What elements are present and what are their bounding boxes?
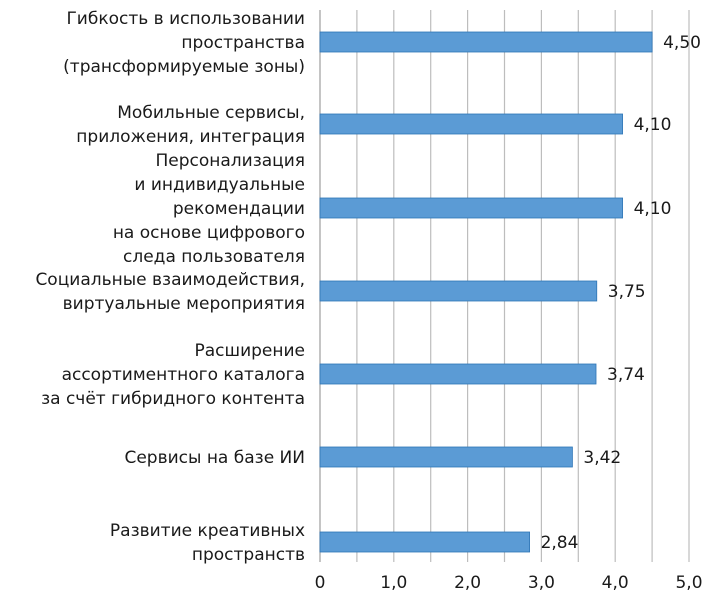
value-label-1: 4,50 bbox=[663, 33, 701, 53]
value-label-6: 3,42 bbox=[583, 448, 621, 468]
value-labels: 4,50 4,10 4,10 3,75 3,74 3,42 2,84 bbox=[541, 33, 701, 553]
category-labels: Гибкость в использовании пространства (тра… bbox=[35, 9, 305, 565]
bar-2 bbox=[319, 113, 623, 135]
value-label-4: 3,75 bbox=[608, 282, 646, 302]
x-tick-label-0: 0 bbox=[315, 573, 326, 593]
category-label-5: Расширение ассортиментного каталога за счё… bbox=[41, 341, 305, 409]
value-label-2: 4,10 bbox=[634, 115, 672, 135]
x-tick-label-6: 3,0 bbox=[528, 573, 555, 593]
x-axis-ticks: 0 1,0 2,0 3,0 4,0 5,0 bbox=[315, 573, 703, 593]
value-label-5: 3,74 bbox=[607, 365, 645, 385]
x-tick-label-8: 4,0 bbox=[602, 573, 629, 593]
x-tick-label-2: 1,0 bbox=[380, 573, 407, 593]
category-label-6: Сервисы на базе ИИ bbox=[124, 448, 305, 468]
category-label-7: Развитие креативных пространств bbox=[110, 521, 305, 565]
bar-6 bbox=[319, 446, 573, 468]
bar-1 bbox=[319, 31, 653, 53]
value-label-3: 4,10 bbox=[634, 199, 672, 219]
bars bbox=[319, 31, 653, 553]
category-label-2: Мобильные сервисы, приложения, интеграция bbox=[76, 103, 305, 147]
value-label-7: 2,84 bbox=[541, 533, 579, 553]
category-label-4: Социальные взаимодействия, виртуальные ме… bbox=[35, 270, 305, 314]
category-label-1: Гибкость в использовании пространства (тра… bbox=[63, 9, 305, 77]
bar-5 bbox=[319, 363, 597, 385]
category-label-3: Персонализация и индивидуальные рекомендац… bbox=[113, 151, 305, 267]
bar-7 bbox=[319, 531, 530, 553]
x-tick-label-10: 5,0 bbox=[675, 573, 702, 593]
bar-4 bbox=[319, 280, 598, 302]
bar-3 bbox=[319, 197, 623, 219]
x-tick-label-4: 2,0 bbox=[454, 573, 481, 593]
